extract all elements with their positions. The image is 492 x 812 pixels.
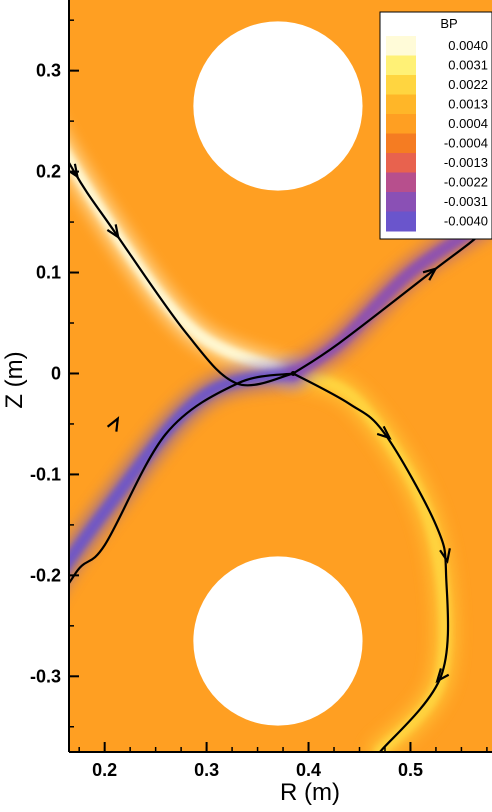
legend-label: 0.0040 <box>448 38 488 53</box>
legend-label: -0.0040 <box>444 214 488 229</box>
y-tick-label: 0.1 <box>36 263 61 283</box>
legend-label: 0.0004 <box>448 116 488 131</box>
x-tick-label: 0.4 <box>296 760 321 780</box>
separatrix-lower-left <box>69 372 294 586</box>
flow-arrow <box>106 416 120 432</box>
legend-label: -0.0013 <box>444 155 488 170</box>
flow-arrow <box>36 531 48 543</box>
band-core-negative-lower-left <box>69 367 300 572</box>
y-tick-label: 0.3 <box>36 61 61 81</box>
x-tick-label: 0.5 <box>398 760 423 780</box>
legend-label: 0.0022 <box>448 77 488 92</box>
y-tick-label: -0.3 <box>30 666 61 686</box>
flow-arrow <box>435 668 450 684</box>
separatrix-lower-right <box>292 372 450 752</box>
x-point-marker <box>290 370 296 376</box>
legend-label: -0.0031 <box>444 194 488 209</box>
legend-swatch <box>386 133 416 154</box>
legend-swatch <box>386 114 416 134</box>
legend-swatch <box>386 192 416 212</box>
y-tick-label: -0.2 <box>30 565 61 585</box>
y-tick-label: 0.2 <box>36 162 61 182</box>
lower-coil <box>193 556 363 726</box>
legend-label: -0.0004 <box>444 136 488 151</box>
legend-swatch <box>386 172 416 193</box>
legend-label: -0.0022 <box>444 175 488 190</box>
upper-coil <box>193 21 363 191</box>
legend-swatch <box>386 211 416 232</box>
legend-label: 0.0031 <box>448 58 488 73</box>
legend-swatch <box>386 94 416 115</box>
band-core-positive-lower-right <box>287 367 452 752</box>
legend-swatch <box>386 153 416 173</box>
legend-title: BP <box>440 16 457 31</box>
legend-swatch <box>386 36 416 56</box>
x-axis-title: R (m) <box>280 779 340 806</box>
colorbar-legend: BP 0.0040 0.0031 0.0022 0.0013 0.0004 -0.0004… <box>379 11 492 240</box>
flow-arrow <box>422 267 438 281</box>
y-tick-label: -0.1 <box>30 464 61 484</box>
y-axis-title: Z (m) <box>1 351 28 408</box>
legend-swatch <box>386 55 416 76</box>
legend-label: 0.0013 <box>448 97 488 112</box>
flow-arrow <box>106 224 120 240</box>
flow-arrow <box>23 34 33 46</box>
flow-arrow <box>376 425 392 440</box>
coil-holes <box>193 21 363 726</box>
x-tick-label: 0.2 <box>92 760 117 780</box>
separatrix-upper-left <box>69 160 294 387</box>
y-tick-label: 0 <box>51 363 61 383</box>
x-tick-label: 0.3 <box>194 760 219 780</box>
legend-swatch <box>386 75 416 95</box>
flow-arrow <box>439 548 451 564</box>
